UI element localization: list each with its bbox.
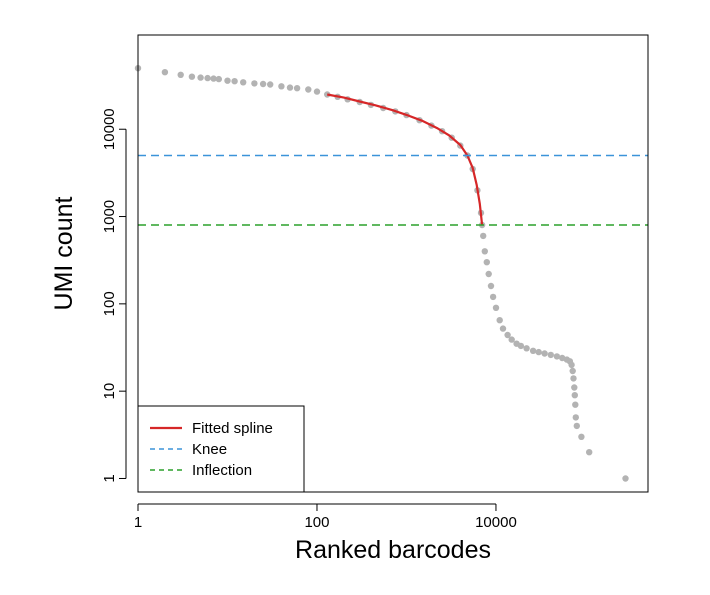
- data-point: [197, 74, 204, 81]
- data-point: [568, 361, 575, 369]
- data-point: [578, 433, 585, 440]
- data-point: [480, 232, 487, 240]
- data-point: [251, 80, 258, 87]
- x-axis-title: Ranked barcodes: [295, 536, 491, 564]
- x-tick-label: 10000: [475, 514, 517, 531]
- legend-label: Inflection: [192, 462, 252, 479]
- data-point: [572, 401, 579, 408]
- data-point: [231, 78, 238, 85]
- y-tick-label: 100: [101, 291, 118, 316]
- data-point: [305, 86, 312, 93]
- data-point: [499, 325, 507, 332]
- data-point: [293, 85, 301, 92]
- data-point: [177, 71, 184, 79]
- y-axis-title: UMI count: [50, 196, 78, 310]
- data-point: [313, 88, 321, 95]
- data-point: [622, 475, 629, 482]
- data-point: [496, 317, 503, 324]
- data-point: [571, 384, 578, 391]
- data-point: [267, 81, 274, 88]
- data-point: [215, 75, 222, 83]
- y-tick-label: 1: [101, 474, 118, 482]
- data-point: [571, 392, 578, 399]
- lines-layer: [138, 93, 648, 226]
- data-point: [508, 336, 515, 343]
- data-point: [523, 345, 530, 352]
- data-point: [483, 259, 490, 266]
- data-point: [240, 79, 247, 86]
- legend-label: Fitted spline: [192, 420, 273, 437]
- x-tick-label: 1: [134, 514, 142, 531]
- data-point: [547, 351, 554, 359]
- fitted-spline-line: [326, 93, 484, 226]
- data-point: [569, 367, 576, 375]
- data-point: [489, 293, 497, 301]
- data-point: [570, 375, 577, 382]
- data-point: [161, 69, 169, 76]
- points-layer: [134, 65, 629, 482]
- data-point: [553, 353, 561, 360]
- legend: Fitted spline Knee Inflection: [137, 405, 305, 493]
- data-point: [278, 83, 285, 90]
- data-point: [210, 75, 217, 82]
- data-point: [586, 449, 593, 456]
- data-point: [541, 350, 548, 357]
- legend-label: Knee: [192, 441, 227, 458]
- data-point: [517, 342, 525, 350]
- data-point: [286, 84, 294, 91]
- data-point: [224, 77, 231, 84]
- y-tick-label: 10: [101, 383, 118, 400]
- y-tick-label: 10000: [101, 108, 118, 150]
- data-point: [188, 73, 196, 80]
- data-point: [573, 422, 580, 430]
- data-point: [572, 414, 579, 421]
- x-tick-label: 100: [304, 514, 329, 531]
- axes-layer: 1 100 10000 1 10 100 1000 10000: [101, 108, 517, 531]
- data-point: [481, 248, 488, 255]
- data-point: [535, 348, 542, 356]
- y-tick-label: 1000: [101, 200, 118, 233]
- data-point: [504, 331, 511, 339]
- data-point: [204, 74, 211, 82]
- legend-box: [137, 405, 305, 493]
- data-point: [529, 347, 537, 354]
- data-point: [492, 304, 500, 311]
- data-point: [259, 80, 267, 88]
- plot-frame: [137, 34, 649, 493]
- data-point: [487, 282, 495, 290]
- data-point: [485, 270, 492, 278]
